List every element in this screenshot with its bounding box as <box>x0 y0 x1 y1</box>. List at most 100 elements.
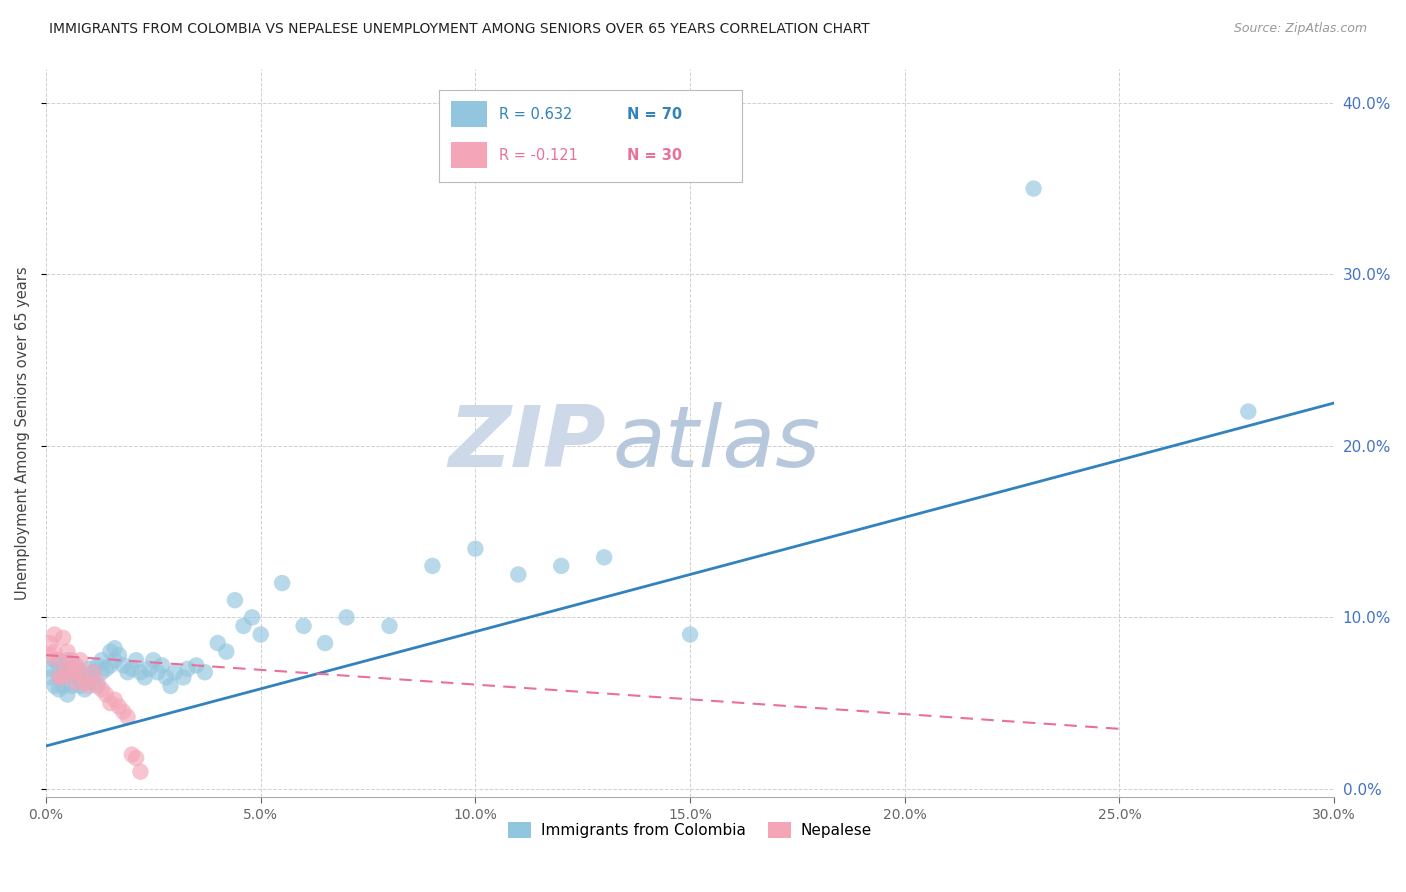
Point <box>117 710 139 724</box>
Point <box>271 576 294 591</box>
Point <box>48 670 70 684</box>
Point <box>69 665 91 680</box>
Point <box>125 751 148 765</box>
Point <box>100 696 122 710</box>
Point <box>82 675 104 690</box>
Text: atlas: atlas <box>613 402 821 485</box>
Point <box>44 653 66 667</box>
Y-axis label: Unemployment Among Seniors over 65 years: Unemployment Among Seniors over 65 years <box>15 266 30 599</box>
Point <box>82 665 104 680</box>
Point <box>90 682 112 697</box>
Point <box>39 636 62 650</box>
Point <box>69 665 91 680</box>
Point <box>90 665 112 680</box>
Point <box>159 679 181 693</box>
Point <box>104 653 127 667</box>
Point <box>314 636 336 650</box>
Point <box>94 662 117 676</box>
Point <box>65 670 87 684</box>
Point <box>73 682 96 697</box>
Point <box>90 653 112 667</box>
Point <box>422 558 444 573</box>
Point <box>249 627 271 641</box>
Point <box>48 658 70 673</box>
Point <box>142 653 165 667</box>
Point <box>94 688 117 702</box>
Point <box>56 662 79 676</box>
Point <box>52 679 75 693</box>
Point <box>77 662 100 676</box>
Point <box>77 679 100 693</box>
Point <box>679 627 702 641</box>
Point <box>508 567 530 582</box>
Point <box>65 675 87 690</box>
Point <box>125 653 148 667</box>
Text: Source: ZipAtlas.com: Source: ZipAtlas.com <box>1233 22 1367 36</box>
Point <box>69 653 91 667</box>
Point <box>60 665 83 680</box>
Point <box>69 679 91 693</box>
Point <box>163 665 186 680</box>
Point <box>194 665 217 680</box>
Point <box>240 610 263 624</box>
Point <box>104 692 127 706</box>
Point <box>121 747 143 762</box>
Legend: Immigrants from Colombia, Nepalese: Immigrants from Colombia, Nepalese <box>502 816 877 845</box>
Point <box>39 662 62 676</box>
Point <box>150 658 173 673</box>
Point <box>60 679 83 693</box>
Point <box>48 653 70 667</box>
Point <box>112 658 135 673</box>
Point <box>39 670 62 684</box>
Text: ZIP: ZIP <box>449 402 606 485</box>
Point <box>39 648 62 662</box>
Point <box>464 541 486 556</box>
Point <box>232 619 254 633</box>
Point <box>73 675 96 690</box>
Point <box>215 645 238 659</box>
Point <box>56 662 79 676</box>
Point <box>108 699 131 714</box>
Point <box>52 670 75 684</box>
Point <box>121 662 143 676</box>
Point <box>146 665 169 680</box>
Point <box>56 653 79 667</box>
Point <box>207 636 229 650</box>
Point <box>1022 181 1045 195</box>
Point <box>176 662 198 676</box>
Text: IMMIGRANTS FROM COLOMBIA VS NEPALESE UNEMPLOYMENT AMONG SENIORS OVER 65 YEARS CO: IMMIGRANTS FROM COLOMBIA VS NEPALESE UNE… <box>49 22 870 37</box>
Point <box>100 645 122 659</box>
Point <box>48 682 70 697</box>
Point <box>104 641 127 656</box>
Point <box>86 675 108 690</box>
Point <box>48 670 70 684</box>
Point <box>134 670 156 684</box>
Point <box>1237 404 1260 418</box>
Point <box>86 658 108 673</box>
Point <box>73 675 96 690</box>
Point <box>65 658 87 673</box>
Point <box>117 665 139 680</box>
Point <box>292 619 315 633</box>
Point <box>44 679 66 693</box>
Point <box>112 705 135 719</box>
Point <box>82 665 104 680</box>
Point <box>65 662 87 676</box>
Point <box>52 631 75 645</box>
Point <box>100 658 122 673</box>
Point <box>44 645 66 659</box>
Point <box>77 670 100 684</box>
Point <box>155 670 177 684</box>
Point <box>550 558 572 573</box>
Point <box>224 593 246 607</box>
Point <box>60 653 83 667</box>
Point <box>86 679 108 693</box>
Point <box>593 550 616 565</box>
Point <box>108 648 131 662</box>
Point <box>335 610 357 624</box>
Point <box>378 619 401 633</box>
Point <box>56 645 79 659</box>
Point <box>129 665 152 680</box>
Point <box>56 688 79 702</box>
Point <box>186 658 208 673</box>
